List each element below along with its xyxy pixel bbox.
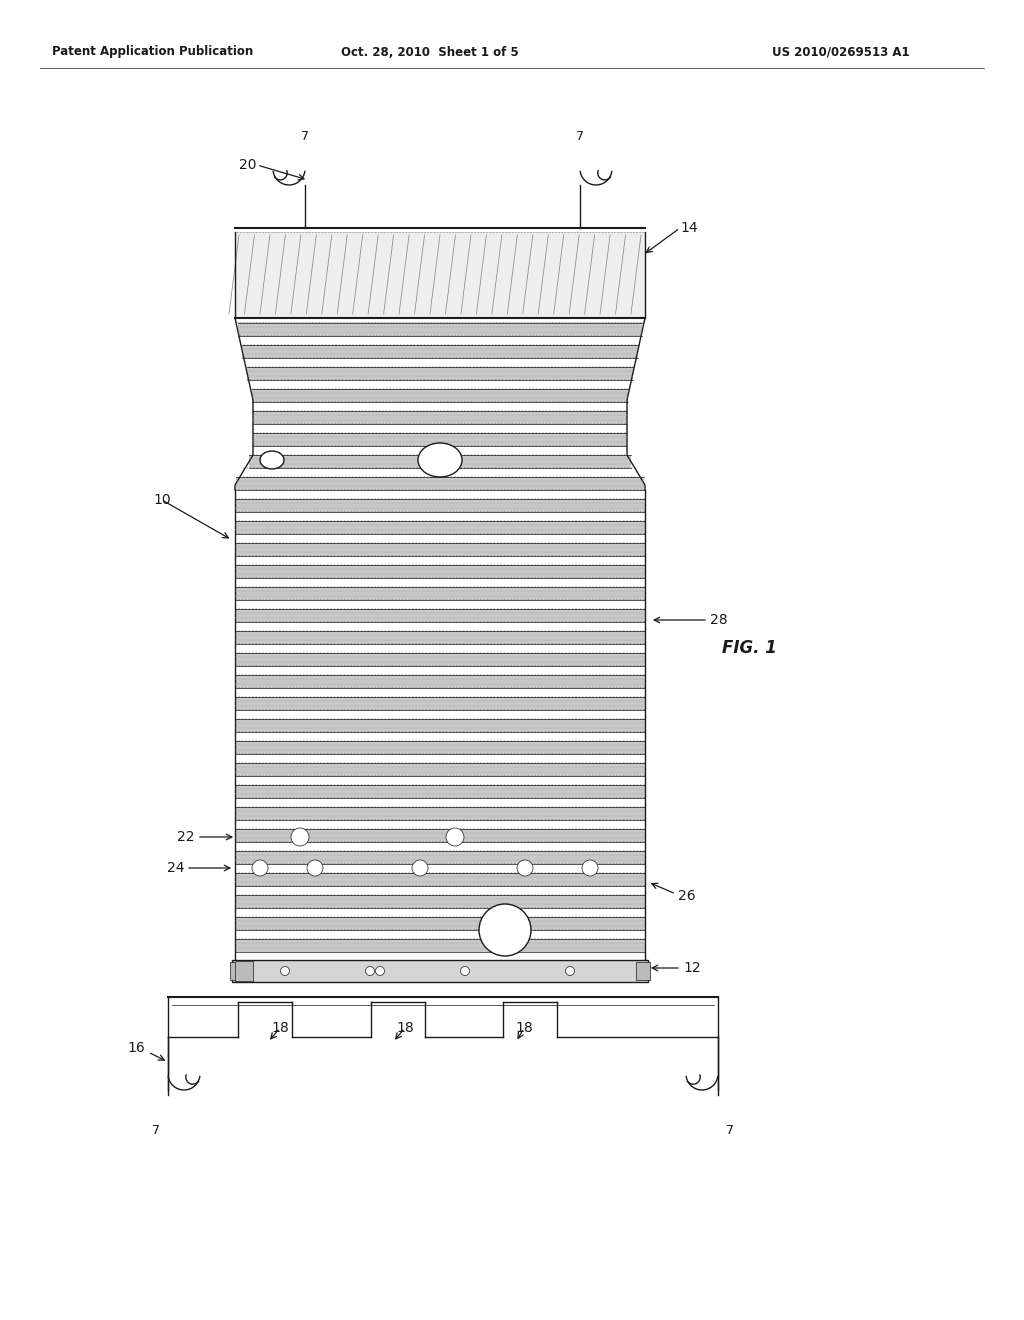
Text: 28: 28 <box>710 612 728 627</box>
Text: 10: 10 <box>154 492 171 507</box>
Circle shape <box>565 966 574 975</box>
Bar <box>234 939 645 952</box>
Bar <box>234 499 645 512</box>
Bar <box>249 455 631 469</box>
Bar <box>232 960 648 982</box>
Text: 7: 7 <box>726 1123 734 1137</box>
Bar <box>243 469 638 477</box>
Circle shape <box>307 861 323 876</box>
Bar <box>234 232 645 318</box>
Bar <box>234 807 645 820</box>
Bar <box>234 931 645 939</box>
Bar <box>234 710 645 719</box>
Bar <box>234 622 645 631</box>
Circle shape <box>517 861 534 876</box>
Bar <box>234 763 645 776</box>
Bar <box>234 917 645 931</box>
Circle shape <box>582 861 598 876</box>
Bar <box>234 631 645 644</box>
Bar <box>245 358 635 367</box>
Bar <box>234 741 645 754</box>
Bar <box>234 961 253 981</box>
Circle shape <box>461 966 469 975</box>
Bar <box>234 565 645 578</box>
Bar <box>234 490 645 499</box>
Text: 22: 22 <box>177 830 195 843</box>
Bar <box>234 601 645 609</box>
Bar <box>243 345 638 358</box>
Bar <box>636 962 650 979</box>
Bar <box>234 609 645 622</box>
Text: 18: 18 <box>396 1020 414 1035</box>
Bar <box>234 799 645 807</box>
Bar <box>234 776 645 785</box>
Bar <box>234 556 645 565</box>
Bar <box>247 367 633 380</box>
Circle shape <box>376 966 384 975</box>
Bar <box>234 543 645 556</box>
Text: Oct. 28, 2010  Sheet 1 of 5: Oct. 28, 2010 Sheet 1 of 5 <box>341 45 519 58</box>
Bar <box>236 477 644 490</box>
Bar <box>234 587 645 601</box>
Bar <box>234 521 645 535</box>
Text: 24: 24 <box>167 861 184 875</box>
Text: 18: 18 <box>515 1020 532 1035</box>
Text: 16: 16 <box>127 1041 145 1055</box>
Text: 7: 7 <box>152 1123 160 1137</box>
Bar <box>234 535 645 543</box>
Bar <box>234 785 645 799</box>
Bar <box>234 895 645 908</box>
Circle shape <box>281 966 290 975</box>
Bar <box>238 323 642 337</box>
Circle shape <box>446 828 464 846</box>
Bar <box>253 403 627 411</box>
Bar <box>234 842 645 851</box>
Bar <box>234 512 645 521</box>
Bar <box>230 962 244 979</box>
Circle shape <box>252 861 268 876</box>
Bar <box>250 380 631 389</box>
Bar <box>234 873 645 886</box>
Text: 7: 7 <box>301 131 309 144</box>
Text: 20: 20 <box>240 158 257 172</box>
Text: 26: 26 <box>678 888 695 903</box>
Bar <box>234 675 645 688</box>
Bar <box>234 667 645 675</box>
Bar <box>234 697 645 710</box>
Text: 18: 18 <box>271 1020 289 1035</box>
Bar <box>253 411 627 424</box>
Ellipse shape <box>260 451 284 469</box>
Bar <box>234 820 645 829</box>
Circle shape <box>366 966 375 975</box>
Bar <box>234 908 645 917</box>
Bar <box>234 851 645 865</box>
Text: US 2010/0269513 A1: US 2010/0269513 A1 <box>772 45 910 58</box>
Bar <box>234 653 645 667</box>
Text: 14: 14 <box>680 220 697 235</box>
Text: 7: 7 <box>575 131 584 144</box>
Circle shape <box>412 861 428 876</box>
Bar <box>253 433 627 446</box>
Bar <box>252 389 628 403</box>
Text: FIG. 1: FIG. 1 <box>722 639 777 657</box>
Bar <box>253 446 627 455</box>
Bar <box>234 644 645 653</box>
Bar <box>234 733 645 741</box>
Circle shape <box>479 904 531 956</box>
Bar <box>234 829 645 842</box>
Text: Patent Application Publication: Patent Application Publication <box>52 45 253 58</box>
Bar <box>240 337 640 345</box>
Bar <box>234 719 645 733</box>
Bar <box>234 688 645 697</box>
Bar <box>234 754 645 763</box>
Bar <box>253 424 627 433</box>
Bar <box>234 865 645 873</box>
Bar <box>234 578 645 587</box>
Bar <box>234 886 645 895</box>
Text: 12: 12 <box>683 961 700 975</box>
Circle shape <box>291 828 309 846</box>
Ellipse shape <box>418 444 462 477</box>
